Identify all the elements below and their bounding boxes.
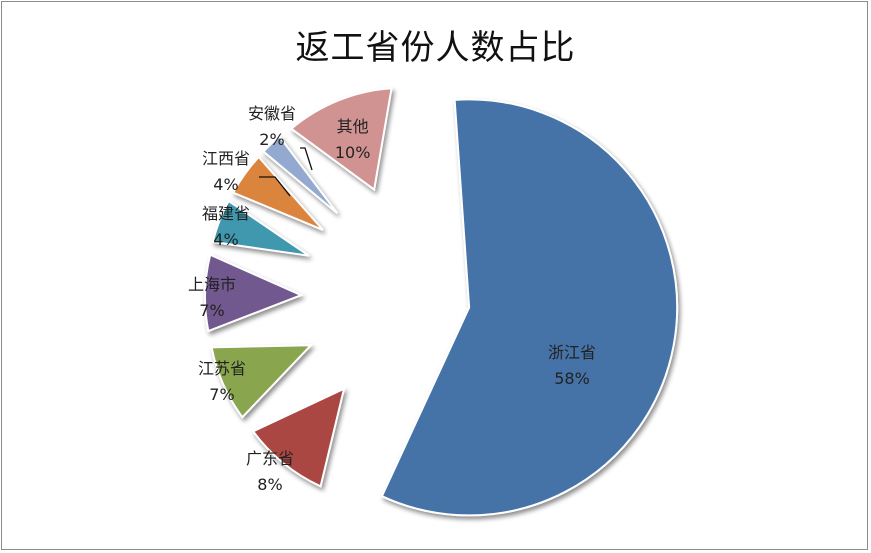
- slice-label-name-2: 广东省: [246, 449, 294, 468]
- slice-label-percent-3: 7%: [209, 385, 234, 404]
- slice-label-percent-1: 58%: [554, 369, 590, 388]
- leader-lines: [259, 147, 313, 197]
- pie-slice-8: [289, 87, 393, 192]
- slice-label-name-6: 江西省: [202, 149, 250, 168]
- slice-label-percent-2: 8%: [257, 475, 282, 494]
- pie-slice-3: [210, 344, 314, 419]
- pie-slice-5: [211, 199, 310, 257]
- slice-label-name-4: 上海市: [188, 275, 236, 294]
- slice-label-name-7: 安徽省: [248, 104, 296, 123]
- slice-label-name-8: 其他: [337, 117, 369, 136]
- pie-slice-2: [251, 386, 346, 488]
- pie-slice-7: [261, 134, 339, 215]
- leader-line-7: [300, 147, 313, 171]
- slice-label-name-1: 浙江省: [548, 343, 596, 362]
- slice-label-percent-4: 7%: [199, 301, 224, 320]
- slice-label-percent-7: 2%: [259, 130, 284, 149]
- slice-label-name-5: 福建省: [202, 204, 250, 223]
- pie-slice-1: [380, 98, 679, 517]
- pie-slice-4: [204, 253, 304, 333]
- data-labels: 浙江省 58% 广东省 8% 江苏省 7% 上海市 7% 福建省 4% 江西省 4% 安徽省 2% 其他 10…: [188, 104, 596, 494]
- slice-label-percent-5: 4%: [213, 230, 238, 249]
- slice-label-percent-8: 10%: [335, 143, 371, 162]
- leader-line-6: [259, 176, 291, 197]
- pie-slice-6: [231, 155, 324, 231]
- chart-title: 返工省份人数占比: [295, 28, 576, 68]
- slice-label-name-3: 江苏省: [198, 359, 246, 378]
- pie-slices: [204, 87, 679, 517]
- slice-label-percent-6: 4%: [213, 175, 238, 194]
